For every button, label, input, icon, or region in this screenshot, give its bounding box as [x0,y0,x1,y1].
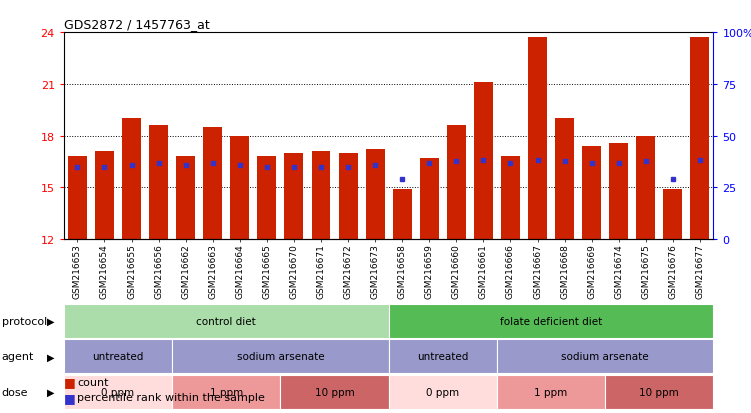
Bar [285,154,303,240]
Text: 10 ppm: 10 ppm [639,387,679,397]
Text: percentile rank within the sample: percentile rank within the sample [77,392,265,402]
Text: ■: ■ [64,375,76,389]
Text: sodium arsenate: sodium arsenate [237,351,324,361]
Bar [95,152,114,240]
Text: folate deficient diet: folate deficient diet [500,316,602,326]
Text: untreated: untreated [92,351,143,361]
Bar [393,190,412,240]
Text: untreated: untreated [417,351,469,361]
Bar [582,147,601,240]
Text: 1 ppm: 1 ppm [535,387,568,397]
Bar [690,38,710,240]
Text: 1 ppm: 1 ppm [210,387,243,397]
Bar [258,157,276,240]
Bar [122,119,141,240]
Bar [474,83,493,240]
Bar [312,152,330,240]
Text: ■: ■ [64,391,76,404]
Bar [339,154,357,240]
Text: dose: dose [2,387,28,397]
Bar [176,157,195,240]
Text: ▶: ▶ [47,351,55,361]
Bar [68,157,87,240]
Text: control diet: control diet [196,316,256,326]
Bar [555,119,574,240]
Bar [149,126,168,240]
Bar [528,38,547,240]
Bar [501,157,520,240]
Text: GDS2872 / 1457763_at: GDS2872 / 1457763_at [64,17,210,31]
Bar [420,159,439,240]
Bar [636,136,656,240]
Text: agent: agent [2,351,34,361]
Bar [366,150,385,240]
Bar [663,190,683,240]
Text: count: count [77,377,109,387]
Text: protocol: protocol [2,316,47,326]
Text: 0 ppm: 0 ppm [427,387,460,397]
Text: sodium arsenate: sodium arsenate [561,351,649,361]
Text: 10 ppm: 10 ppm [315,387,354,397]
Bar [447,126,466,240]
Text: ▶: ▶ [47,387,55,397]
Text: 0 ppm: 0 ppm [101,387,134,397]
Bar [609,143,628,240]
Bar [231,136,249,240]
Bar [204,128,222,240]
Text: ▶: ▶ [47,316,55,326]
